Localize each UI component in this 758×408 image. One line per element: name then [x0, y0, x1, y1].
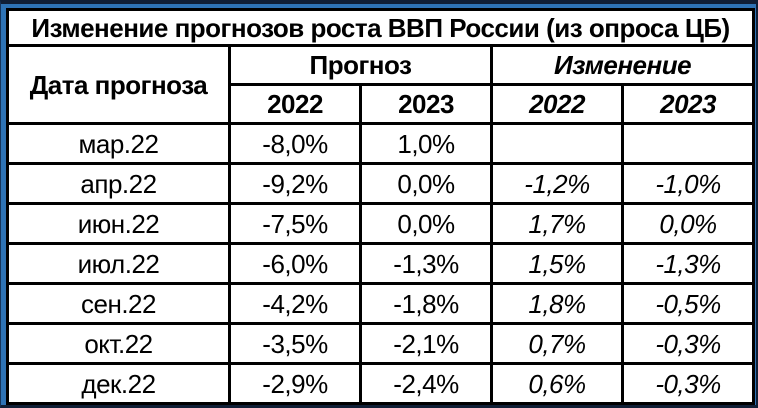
cell-forecast-2023: 0,0% [359, 202, 493, 245]
cell-forecast-2022: -3,5% [228, 322, 362, 365]
cell-forecast-2023: -1,8% [359, 282, 493, 325]
cell-date: дек.22 [6, 362, 231, 405]
cell-date: июл.22 [6, 242, 231, 285]
cell-date: июн.22 [6, 202, 231, 245]
cell-change-2023: -0,5% [620, 282, 756, 325]
cell-change-2022: 0,6% [490, 362, 624, 405]
header-group-forecast: Прогноз [228, 44, 493, 86]
cell-change-2023 [620, 122, 756, 165]
header-group-change: Изменение [489, 44, 756, 86]
cell-change-2022: 1,7% [490, 202, 624, 245]
cell-forecast-2022: -8,0% [228, 122, 362, 165]
table-row: дек.22 -2,9% -2,4% 0,6% -0,3% [6, 362, 756, 405]
cell-change-2022: -1,2% [490, 162, 624, 205]
header-forecast-2022: 2022 [228, 83, 362, 125]
cell-change-2022: 1,5% [490, 242, 624, 285]
cell-change-2023: 0,0% [620, 202, 756, 245]
cell-date: мар.22 [6, 122, 231, 165]
cell-change-2022: 1,8% [490, 282, 624, 325]
table-row: июл.22 -6,0% -1,3% 1,5% -1,3% [6, 242, 756, 285]
table-title-row: Изменение прогнозов роста ВВП России (из… [5, 8, 756, 47]
cell-forecast-2023: -2,4% [359, 362, 493, 405]
cell-change-2022 [490, 122, 624, 165]
cell-forecast-2022: -4,2% [228, 282, 362, 325]
cell-date: сен.22 [6, 282, 231, 325]
header-change-2023: 2023 [620, 83, 756, 125]
cell-change-2023: -1,0% [620, 162, 756, 205]
table-row: июн.22 -7,5% 0,0% 1,7% 0,0% [6, 202, 756, 245]
cell-forecast-2022: -7,5% [228, 202, 362, 245]
cell-change-2022: 0,7% [490, 322, 624, 365]
cell-change-2023: -0,3% [620, 362, 756, 405]
header-year-row: 2022 2023 2022 2023 [8, 83, 756, 125]
table-row: апр.22 -9,2% 0,0% -1,2% -1,0% [6, 162, 756, 205]
gdp-forecast-table: Изменение прогнозов роста ВВП России (из… [5, 8, 756, 405]
table-row: мар.22 -8,0% 1,0% [6, 122, 756, 165]
cell-forecast-2023: 0,0% [359, 162, 493, 205]
cell-date: апр.22 [6, 162, 231, 205]
cell-date: окт.22 [6, 322, 231, 365]
cell-forecast-2022: -9,2% [228, 162, 362, 205]
cell-change-2023: -0,3% [620, 322, 756, 365]
header-change-2022: 2022 [490, 83, 624, 125]
table-row: сен.22 -4,2% -1,8% 1,8% -0,5% [6, 282, 756, 325]
cell-forecast-2023: 1,0% [359, 122, 493, 165]
cell-forecast-2023: -1,3% [359, 242, 493, 285]
cell-forecast-2022: -6,0% [228, 242, 362, 285]
header-date-column: Дата прогноза [6, 44, 231, 125]
header-group-row: Дата прогноза Прогноз Изменение [6, 44, 756, 125]
header-forecast-2023: 2023 [359, 83, 493, 125]
cell-change-2023: -1,3% [620, 242, 756, 285]
cell-forecast-2022: -2,9% [228, 362, 362, 405]
table-title: Изменение прогнозов роста ВВП России (из… [5, 8, 756, 47]
table-row: окт.22 -3,5% -2,1% 0,7% -0,3% [6, 322, 756, 365]
cell-forecast-2023: -2,1% [359, 322, 493, 365]
